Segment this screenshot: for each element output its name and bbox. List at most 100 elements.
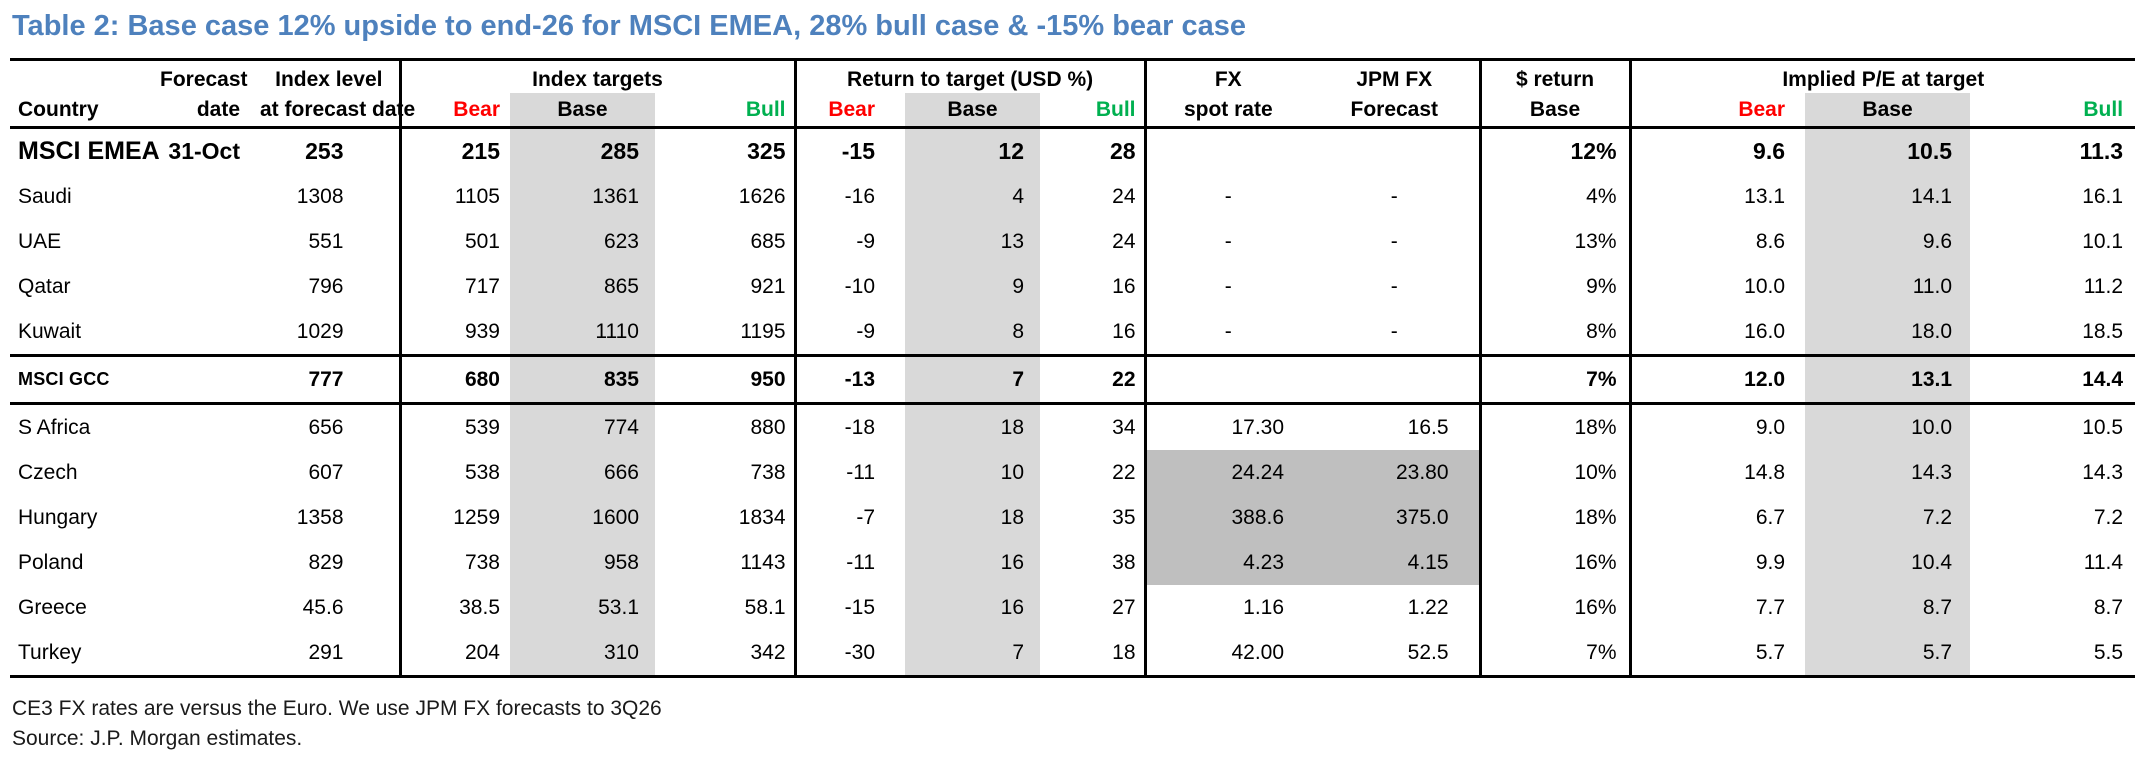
usd-return-cell: 9% [1478, 264, 1631, 309]
jpm-fx-forecast-cell [1310, 354, 1481, 405]
forecast-date-cell [160, 585, 260, 630]
implied-pe-bear-cell: 9.9 [1628, 540, 1806, 585]
index-target-bull-cell: 325 [747, 138, 786, 164]
return-bear-cell: -15 [793, 585, 906, 630]
usd-return-cell: 13% [1478, 219, 1631, 264]
index-target-bear-cell: 1105 [398, 174, 510, 219]
usd-return-cell: 8% [1478, 309, 1631, 356]
fx-spot-rate-cell: 24.24 [1143, 450, 1311, 495]
implied-pe-bear-cell: 16.0 [1628, 309, 1806, 356]
header-return-base: Base [905, 93, 1041, 129]
header-pe-bear: Bear [1628, 93, 1806, 129]
return-bull-cell: 35 [1112, 505, 1136, 529]
forecast-date-cell [160, 354, 260, 405]
header-fx: FX [1143, 59, 1311, 93]
usd-return-cell: 7% [1478, 630, 1631, 677]
return-base-cell: 7 [905, 354, 1041, 405]
implied-pe-base-cell: 10.5 [1805, 127, 1971, 174]
index-target-bear-cell: 501 [398, 219, 510, 264]
forecast-date-cell [160, 450, 260, 495]
footnotes: CE3 FX rates are versus the Euro. We use… [10, 694, 2137, 754]
index-level-cell: 829 [308, 550, 344, 574]
return-bull-cell: 27 [1112, 595, 1136, 619]
return-bull-cell: 24 [1112, 184, 1136, 208]
country-cell: S Africa [18, 415, 91, 439]
index-target-base-cell: 835 [510, 354, 655, 405]
country-cell: Turkey [18, 640, 82, 664]
usd-return-cell: 10% [1478, 450, 1631, 495]
header-return-to-target: Return to target (USD %) [793, 59, 1146, 93]
fx-spot-rate-cell: 4.23 [1143, 540, 1311, 585]
index-target-bull-cell: 1143 [740, 550, 786, 574]
return-bear-cell: -9 [793, 219, 906, 264]
header-country: Country [10, 93, 160, 129]
return-bear-cell: -16 [793, 174, 906, 219]
index-level-cell: 551 [308, 229, 344, 253]
implied-pe-bull-cell: 11.3 [2079, 138, 2124, 164]
jpm-fx-forecast-cell: 16.5 [1407, 415, 1449, 439]
header-pe-bull: Bull [1970, 93, 2136, 129]
header-return-bear: Bear [793, 93, 906, 129]
fx-spot-rate-cell [1143, 127, 1311, 174]
implied-pe-bear-cell: 10.0 [1628, 264, 1806, 309]
index-level-cell: 1308 [296, 184, 344, 208]
jpm-fx-forecast-cell: 1.22 [1407, 595, 1449, 619]
index-target-base-cell: 1600 [510, 495, 655, 540]
table-row: Turkey 291 204 310 342 -30 7 18 42.00 52.5 7% 5.7 5.… [10, 630, 2135, 677]
header-row-columns: Country date at forecast date Bear Base … [10, 93, 2136, 129]
index-target-bear-cell: 738 [398, 540, 510, 585]
footnote-source: Source: J.P. Morgan estimates. [12, 726, 303, 750]
header-usd-return-base: Base [1478, 93, 1631, 129]
index-target-bear-cell: 717 [398, 264, 510, 309]
index-level-cell: 796 [308, 274, 344, 298]
footnote-fx-note: CE3 FX rates are versus the Euro. We use… [12, 697, 662, 720]
country-cell: Qatar [18, 274, 71, 298]
index-target-bear-cell: 680 [398, 354, 510, 405]
index-target-bull-cell: 685 [750, 229, 786, 253]
header-fx-spot-rate: spot rate [1143, 93, 1311, 129]
header-at-forecast-date: at forecast date [260, 93, 415, 129]
index-target-bull-cell: 738 [750, 460, 786, 484]
forecast-date-cell [160, 219, 260, 264]
forecast-date-cell [160, 309, 260, 356]
return-bear-cell: -30 [793, 630, 906, 677]
implied-pe-base-cell: 8.7 [1805, 585, 1971, 630]
implied-pe-base-cell: 10.0 [1805, 403, 1971, 450]
header-jpm-fx-forecast: Forecast [1310, 93, 1481, 129]
country-cell: MSCI GCC [10, 354, 160, 405]
index-target-base-cell: 1361 [510, 174, 655, 219]
implied-pe-base-cell: 11.0 [1805, 264, 1971, 309]
forecast-date-cell [160, 404, 260, 451]
table-row: Saudi 1308 1105 1361 1626 -16 4 24- -4% 13.1 14.1 1… [10, 174, 2135, 219]
index-level-cell: 777 [260, 354, 400, 405]
return-base-cell: 18 [905, 403, 1041, 450]
index-target-base-cell: 623 [510, 219, 655, 264]
implied-pe-base-cell: 5.7 [1805, 630, 1971, 677]
table-row: Greece 45.6 38.5 53.1 58.1 -15 16 27 1.16 1.22 16%… [10, 585, 2135, 630]
table-row: S Africa 656 539 774 880 -18 18 34 17.30 16.5 18% 9… [10, 403, 2135, 451]
table-row: Czech 607 538 666 738 -11 10 22 24.24 23.80 10% 14.… [10, 450, 2135, 495]
index-target-bear-cell: 204 [398, 630, 510, 677]
return-base-cell: 16 [905, 585, 1041, 630]
return-bear-cell: -18 [793, 403, 906, 450]
header-jpm-fx: JPM FX [1356, 68, 1433, 91]
forecast-date-cell [160, 264, 260, 309]
jpm-fx-forecast-cell: 23.80 [1310, 450, 1481, 495]
header-index-level: Index level [275, 68, 383, 91]
jpm-fx-forecast-cell: 4.15 [1310, 540, 1481, 585]
usd-return-cell: 12% [1478, 127, 1631, 174]
implied-pe-bull-cell: 16.1 [2082, 184, 2124, 208]
implied-pe-bull-cell: 11.4 [2083, 550, 2124, 574]
implied-pe-bull-cell: 8.7 [2093, 595, 2124, 619]
return-bull-cell: 16 [1112, 319, 1136, 343]
table-row: Poland 829 738 958 1143 -11 16 38 4.23 4.15 16% 9.9… [10, 540, 2135, 585]
header-target-bear: Bear [398, 93, 510, 129]
implied-pe-base-cell: 14.1 [1805, 174, 1971, 219]
jpm-fx-forecast-cell: - [1390, 274, 1398, 298]
index-target-bull-cell: 342 [750, 640, 786, 664]
country-cell: Hungary [18, 505, 98, 529]
implied-pe-base-cell: 7.2 [1805, 495, 1971, 540]
jpm-fx-forecast-cell [1310, 128, 1480, 175]
return-base-cell: 7 [905, 630, 1041, 677]
return-bear-cell: -11 [793, 450, 906, 495]
